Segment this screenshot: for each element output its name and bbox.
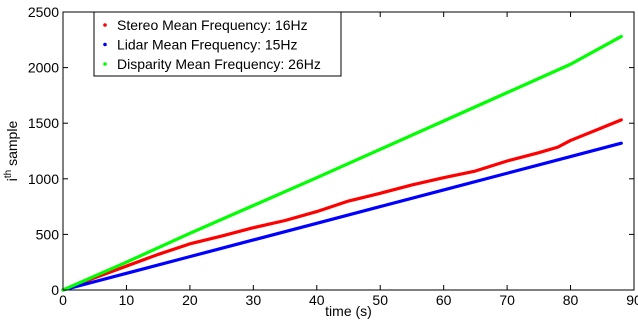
x-axis: 0 10 20 30 40 50 60 70 80 90 bbox=[59, 12, 638, 308]
y-axis: 0 500 1000 1500 2000 2500 bbox=[28, 4, 634, 298]
y-tick-label: 1000 bbox=[28, 171, 59, 187]
y-tick-label: 1500 bbox=[28, 115, 59, 131]
y-axis-title: ith sample bbox=[3, 121, 20, 182]
legend: Stereo Mean Frequency: 16Hz Lidar Mean Fr… bbox=[93, 11, 342, 77]
x-tick-label: 30 bbox=[246, 292, 262, 308]
x-tick-label: 80 bbox=[563, 292, 579, 308]
legend-marker-1 bbox=[103, 23, 107, 27]
x-tick-label: 70 bbox=[499, 292, 515, 308]
series-layer bbox=[61, 34, 623, 292]
x-tick-label: 10 bbox=[119, 292, 135, 308]
legend-box bbox=[93, 11, 342, 77]
x-tick-label: 0 bbox=[59, 292, 67, 308]
y-tick-label: 2500 bbox=[28, 4, 59, 20]
series-line-1 bbox=[61, 118, 623, 292]
x-tick-label: 90 bbox=[626, 292, 638, 308]
series-line-3 bbox=[61, 34, 623, 292]
x-tick-label: 40 bbox=[309, 292, 325, 308]
legend-label-3: Disparity Mean Frequency: 26Hz bbox=[117, 56, 321, 72]
x-tick-label: 20 bbox=[182, 292, 198, 308]
x-axis-title: time (s) bbox=[325, 303, 372, 319]
y-tick-label: 2000 bbox=[28, 60, 59, 76]
legend-marker-3 bbox=[103, 62, 107, 66]
legend-label-1: Stereo Mean Frequency: 16Hz bbox=[117, 17, 308, 33]
legend-label-2: Lidar Mean Frequency: 15Hz bbox=[117, 37, 298, 53]
y-axis-title-superscript: th bbox=[3, 170, 14, 178]
y-tick-label: 0 bbox=[51, 282, 59, 298]
series-line-2 bbox=[61, 141, 623, 292]
y-axis-title-base: i bbox=[4, 178, 20, 181]
x-tick-label: 50 bbox=[372, 292, 388, 308]
legend-marker-2 bbox=[103, 42, 107, 47]
y-axis-title-rest: sample bbox=[4, 121, 20, 170]
x-tick-label: 60 bbox=[436, 292, 452, 308]
y-tick-label: 500 bbox=[36, 226, 60, 242]
